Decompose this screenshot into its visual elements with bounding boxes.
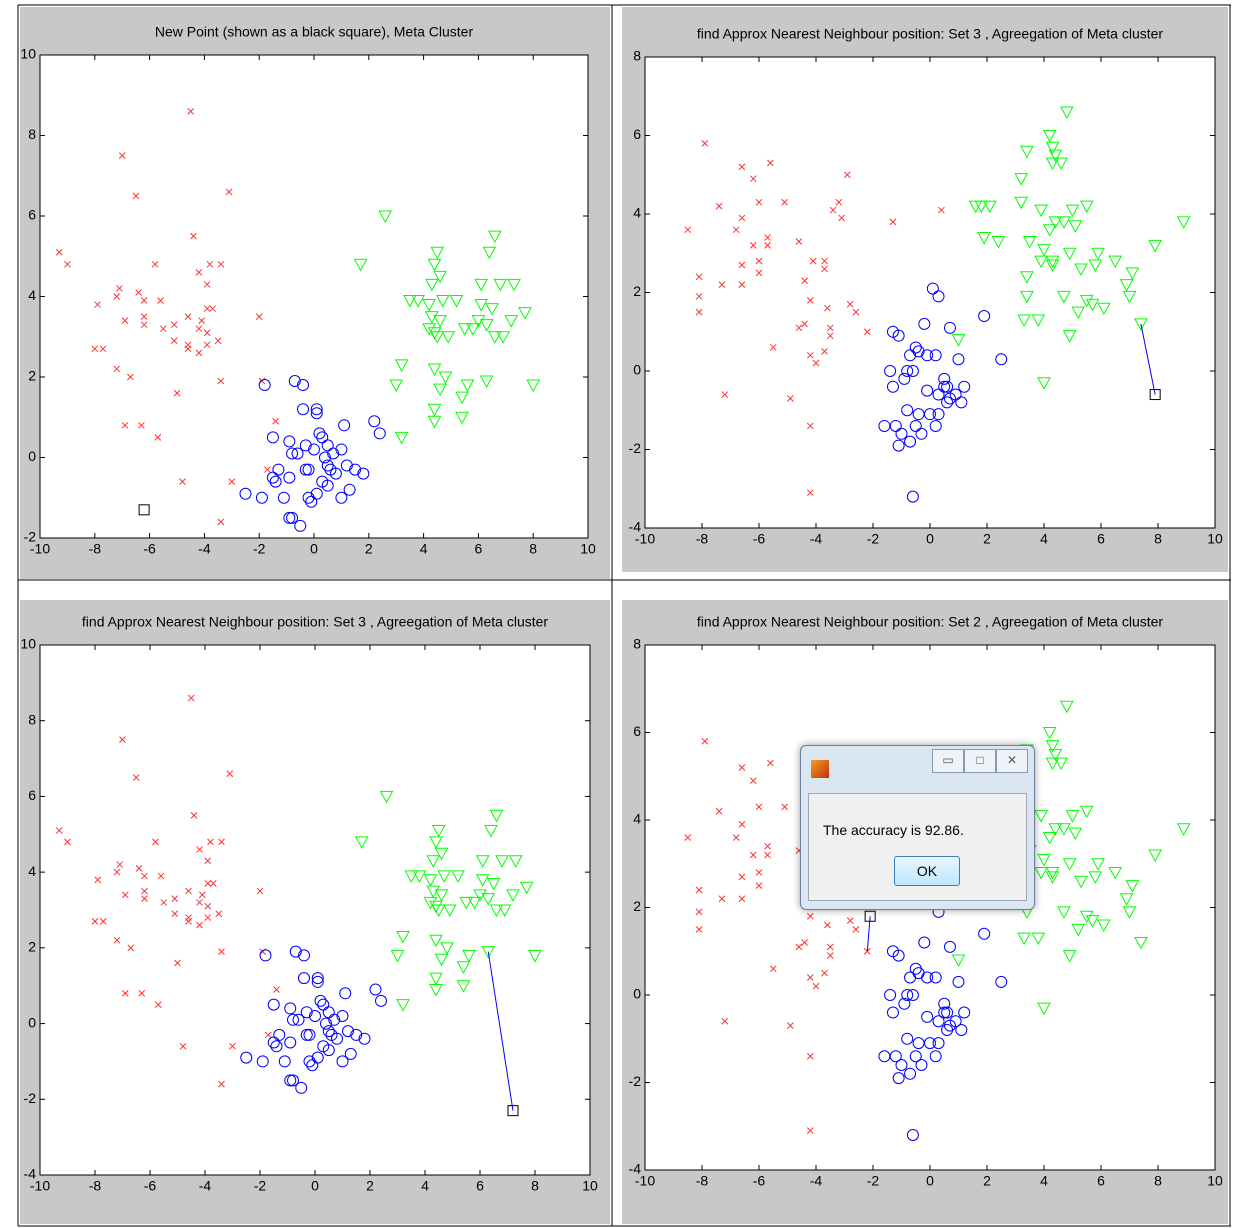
x-tick-label: -8 (89, 541, 102, 557)
page: New Point (shown as a black square), Met… (0, 0, 1233, 1228)
y-tick-label: 6 (633, 126, 641, 142)
y-tick-label: -2 (24, 1090, 37, 1106)
chart-title: find Approx Nearest Neighbour position: … (82, 614, 549, 630)
x-tick-label: 2 (366, 1178, 374, 1194)
plot-area (645, 57, 1215, 528)
x-tick-label: 10 (582, 1178, 598, 1194)
x-tick-label: -8 (696, 531, 709, 547)
y-tick-label: -4 (629, 1161, 642, 1177)
x-tick-label: 6 (1097, 1173, 1105, 1189)
close-button[interactable]: ✕ (996, 749, 1028, 773)
y-tick-label: 0 (28, 1014, 36, 1030)
y-tick-label: 4 (28, 863, 36, 879)
maximize-button[interactable]: □ (964, 749, 996, 773)
x-tick-label: -2 (867, 1173, 880, 1189)
x-tick-label: 2 (983, 531, 991, 547)
dialog-body: The accuracy is 92.86. OK (808, 793, 1027, 901)
y-tick-label: 10 (20, 636, 36, 652)
dialog-titlebar: ▭ □ ✕ (801, 746, 1034, 790)
x-tick-label: -6 (753, 1173, 766, 1189)
x-tick-label: 8 (1154, 1173, 1162, 1189)
app-icon (811, 760, 829, 778)
y-tick-label: 8 (633, 636, 641, 652)
x-tick-label: -4 (810, 531, 823, 547)
ok-button[interactable]: OK (894, 856, 960, 886)
x-tick-label: 6 (475, 541, 483, 557)
x-tick-label: -4 (810, 1173, 823, 1189)
y-tick-label: 4 (28, 287, 36, 303)
y-tick-label: 10 (20, 46, 36, 62)
y-tick-label: 2 (633, 283, 641, 299)
x-tick-label: 0 (926, 531, 934, 547)
y-tick-label: 6 (633, 723, 641, 739)
y-tick-label: 4 (633, 811, 641, 827)
y-tick-label: 2 (28, 939, 36, 955)
message-dialog: ▭ □ ✕ The accuracy is 92.86. OK (800, 745, 1035, 910)
x-tick-label: 8 (529, 541, 537, 557)
y-tick-label: -2 (629, 1073, 642, 1089)
x-tick-label: 8 (531, 1178, 539, 1194)
y-tick-label: 0 (28, 448, 36, 464)
y-tick-label: -2 (24, 529, 37, 545)
x-tick-label: 10 (580, 541, 596, 557)
x-tick-label: 0 (311, 1178, 319, 1194)
y-tick-label: 8 (28, 126, 36, 142)
x-tick-label: -6 (753, 531, 766, 547)
y-tick-label: 2 (633, 898, 641, 914)
x-tick-label: 10 (1207, 531, 1223, 547)
x-tick-label: 0 (310, 541, 318, 557)
y-tick-label: 6 (28, 207, 36, 223)
x-tick-label: 4 (1040, 531, 1048, 547)
x-tick-label: -2 (254, 1178, 267, 1194)
x-tick-label: 4 (420, 541, 428, 557)
x-tick-label: 0 (926, 1173, 934, 1189)
y-tick-label: -4 (24, 1166, 37, 1182)
x-tick-label: -6 (143, 541, 156, 557)
x-tick-label: 10 (1207, 1173, 1223, 1189)
x-tick-label: 2 (983, 1173, 991, 1189)
x-tick-label: 6 (476, 1178, 484, 1194)
chart-title: find Approx Nearest Neighbour position: … (697, 26, 1164, 42)
chart-title: find Approx Nearest Neighbour position: … (697, 614, 1164, 630)
y-tick-label: 2 (28, 368, 36, 384)
x-tick-label: -2 (867, 531, 880, 547)
x-tick-label: 6 (1097, 531, 1105, 547)
x-tick-label: -6 (144, 1178, 157, 1194)
x-tick-label: -4 (199, 1178, 212, 1194)
y-tick-label: 4 (633, 205, 641, 221)
y-tick-label: 8 (633, 48, 641, 64)
y-tick-label: 0 (633, 986, 641, 1002)
x-tick-label: -2 (253, 541, 266, 557)
y-tick-label: 6 (28, 787, 36, 803)
x-tick-label: -4 (198, 541, 211, 557)
x-tick-label: 8 (1154, 531, 1162, 547)
x-tick-label: 2 (365, 541, 373, 557)
x-tick-label: -8 (696, 1173, 709, 1189)
plot-area (40, 55, 588, 538)
window-buttons: ▭ □ ✕ (932, 749, 1028, 773)
chart-title: New Point (shown as a black square), Met… (155, 24, 474, 40)
x-tick-label: 4 (421, 1178, 429, 1194)
figure-grid: New Point (shown as a black square), Met… (0, 0, 1233, 1228)
y-tick-label: 0 (633, 362, 641, 378)
x-tick-label: 4 (1040, 1173, 1048, 1189)
y-tick-label: -2 (629, 440, 642, 456)
x-tick-label: -8 (89, 1178, 102, 1194)
dialog-message: The accuracy is 92.86. (823, 822, 964, 838)
y-tick-label: -4 (629, 519, 642, 535)
minimize-button[interactable]: ▭ (932, 749, 964, 773)
y-tick-label: 8 (28, 711, 36, 727)
